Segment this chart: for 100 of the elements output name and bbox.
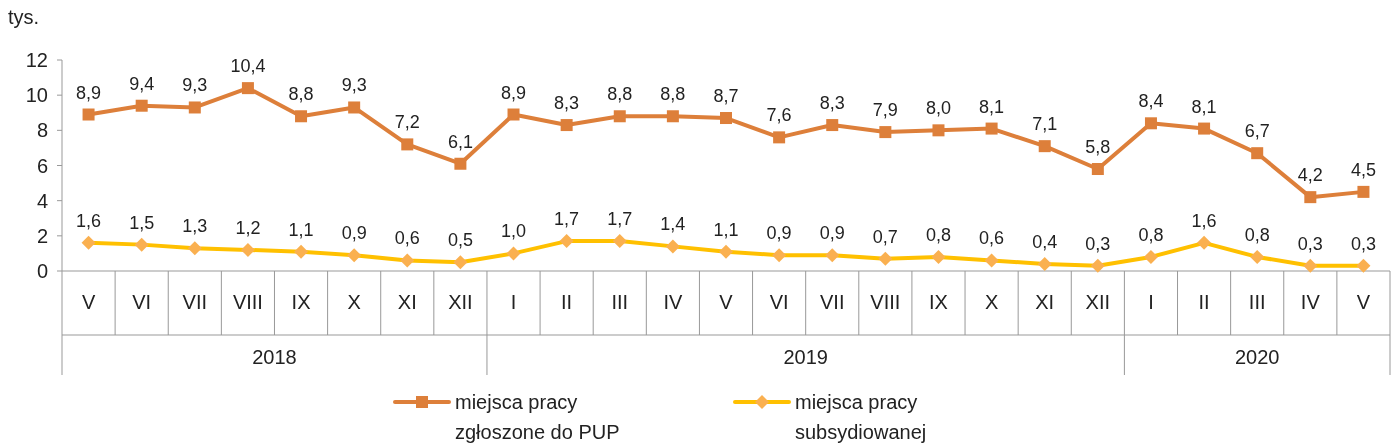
x-tick-label: II [1198,291,1210,313]
point [773,131,786,144]
data-label: 0,9 [819,223,845,244]
data-label: 4,2 [1297,165,1323,186]
data-label: 1,3 [182,216,208,237]
data-label: 8,7 [713,86,739,107]
y-tick-label: 6 [36,154,48,177]
legend-label: miejsca pracy subsydiowanej [795,391,927,443]
data-label: 8,3 [554,93,580,114]
x-tick-label: II [561,291,573,313]
data-label: 0,8 [925,224,951,245]
point [560,119,573,132]
x-tick-label: XII [1085,291,1111,313]
data-label: 8,9 [76,82,102,103]
data-label: 1,6 [76,210,102,231]
point [666,110,679,123]
x-tick-label: V [81,291,96,313]
x-tick-label: VI [769,291,789,313]
x-tick-label: VII [820,291,845,313]
data-label: 0,8 [1138,224,1164,245]
data-label: 1,5 [129,212,155,233]
data-label: 8,8 [288,84,314,105]
data-label: 8,9 [501,82,527,103]
x-tick-label: XI [1035,291,1055,313]
data-label: 0,6 [394,228,420,249]
legend-label: miejsca pracy zgłoszone do PUP [455,391,620,443]
data-label: 8,8 [607,84,633,105]
point [932,124,945,137]
data-label: 7,9 [872,100,898,121]
text: 2018 [252,346,297,368]
x-tick-label: I [1148,291,1154,313]
x-tick-label: III [611,291,629,313]
data-label: 0,4 [1032,231,1058,252]
y-tick-label: 0 [36,260,48,282]
point [826,119,839,132]
data-label: 1,1 [288,219,314,240]
point [135,99,148,112]
point [295,110,308,123]
data-label: 0,9 [766,223,792,244]
data-label: 1,7 [607,209,633,230]
data-label: 1,1 [713,219,739,240]
data-label: 0,3 [1297,233,1323,254]
data-label: 1,0 [501,221,527,242]
data-label: 1,2 [235,217,261,238]
point [241,82,254,95]
point [188,101,201,114]
data-label: 4,5 [1350,159,1376,180]
x-tick-label: XI [397,291,417,313]
y-tick-label: 8 [36,119,48,142]
x-tick-label: VI [132,291,152,313]
point [879,126,892,139]
point [985,122,998,135]
x-tick-label: V [719,291,734,313]
data-label: 0,9 [341,223,367,244]
x-tick-label: IX [929,291,948,313]
point [401,138,414,151]
point [1251,147,1264,160]
y-axis-title: tys. [8,6,40,28]
x-tick-label: III [1248,291,1266,313]
data-label: 0,3 [1350,233,1376,254]
data-label: 8,1 [1191,96,1217,117]
data-label: 0,7 [872,226,898,247]
data-label: 8,3 [819,93,845,114]
data-label: 8,0 [925,98,951,119]
data-label: 1,7 [554,209,580,230]
point [613,110,626,123]
data-label: 0,6 [979,228,1005,249]
y-tick-label: 10 [25,84,48,107]
data-label: 8,1 [979,96,1005,117]
text: 2020 [1234,346,1280,368]
point [1304,191,1317,204]
data-label: 7,1 [1032,114,1058,135]
data-label: 8,8 [660,84,686,105]
x-tick-label: VII [182,291,208,313]
x-tick-label: I [510,291,517,313]
point [82,108,95,121]
point [1357,185,1370,198]
data-label: 0,8 [1244,224,1270,245]
x-tick-label: VIII [232,291,263,313]
data-label: 9,3 [341,75,367,96]
x-tick-label: VIII [870,291,901,313]
point [1198,122,1211,135]
x-tick-label: IV [1300,291,1321,313]
data-label: 9,4 [129,73,155,94]
data-label: 6,7 [1244,121,1270,142]
data-label: 7,6 [766,105,792,126]
x-tick-label: IX [291,291,311,313]
x-tick-label: X [347,291,361,313]
point [1091,163,1104,176]
point [1144,117,1157,130]
data-label: 9,3 [182,75,208,96]
data-label: 0,5 [447,230,473,251]
y-tick-label: 2 [36,224,48,247]
data-label: 7,2 [394,112,420,133]
point [454,157,467,170]
data-label: 1,6 [1191,210,1217,231]
y-tick-label: 4 [36,189,48,212]
point [720,112,732,125]
x-tick-label: XII [448,291,473,313]
y-tick-label: 12 [25,49,48,71]
